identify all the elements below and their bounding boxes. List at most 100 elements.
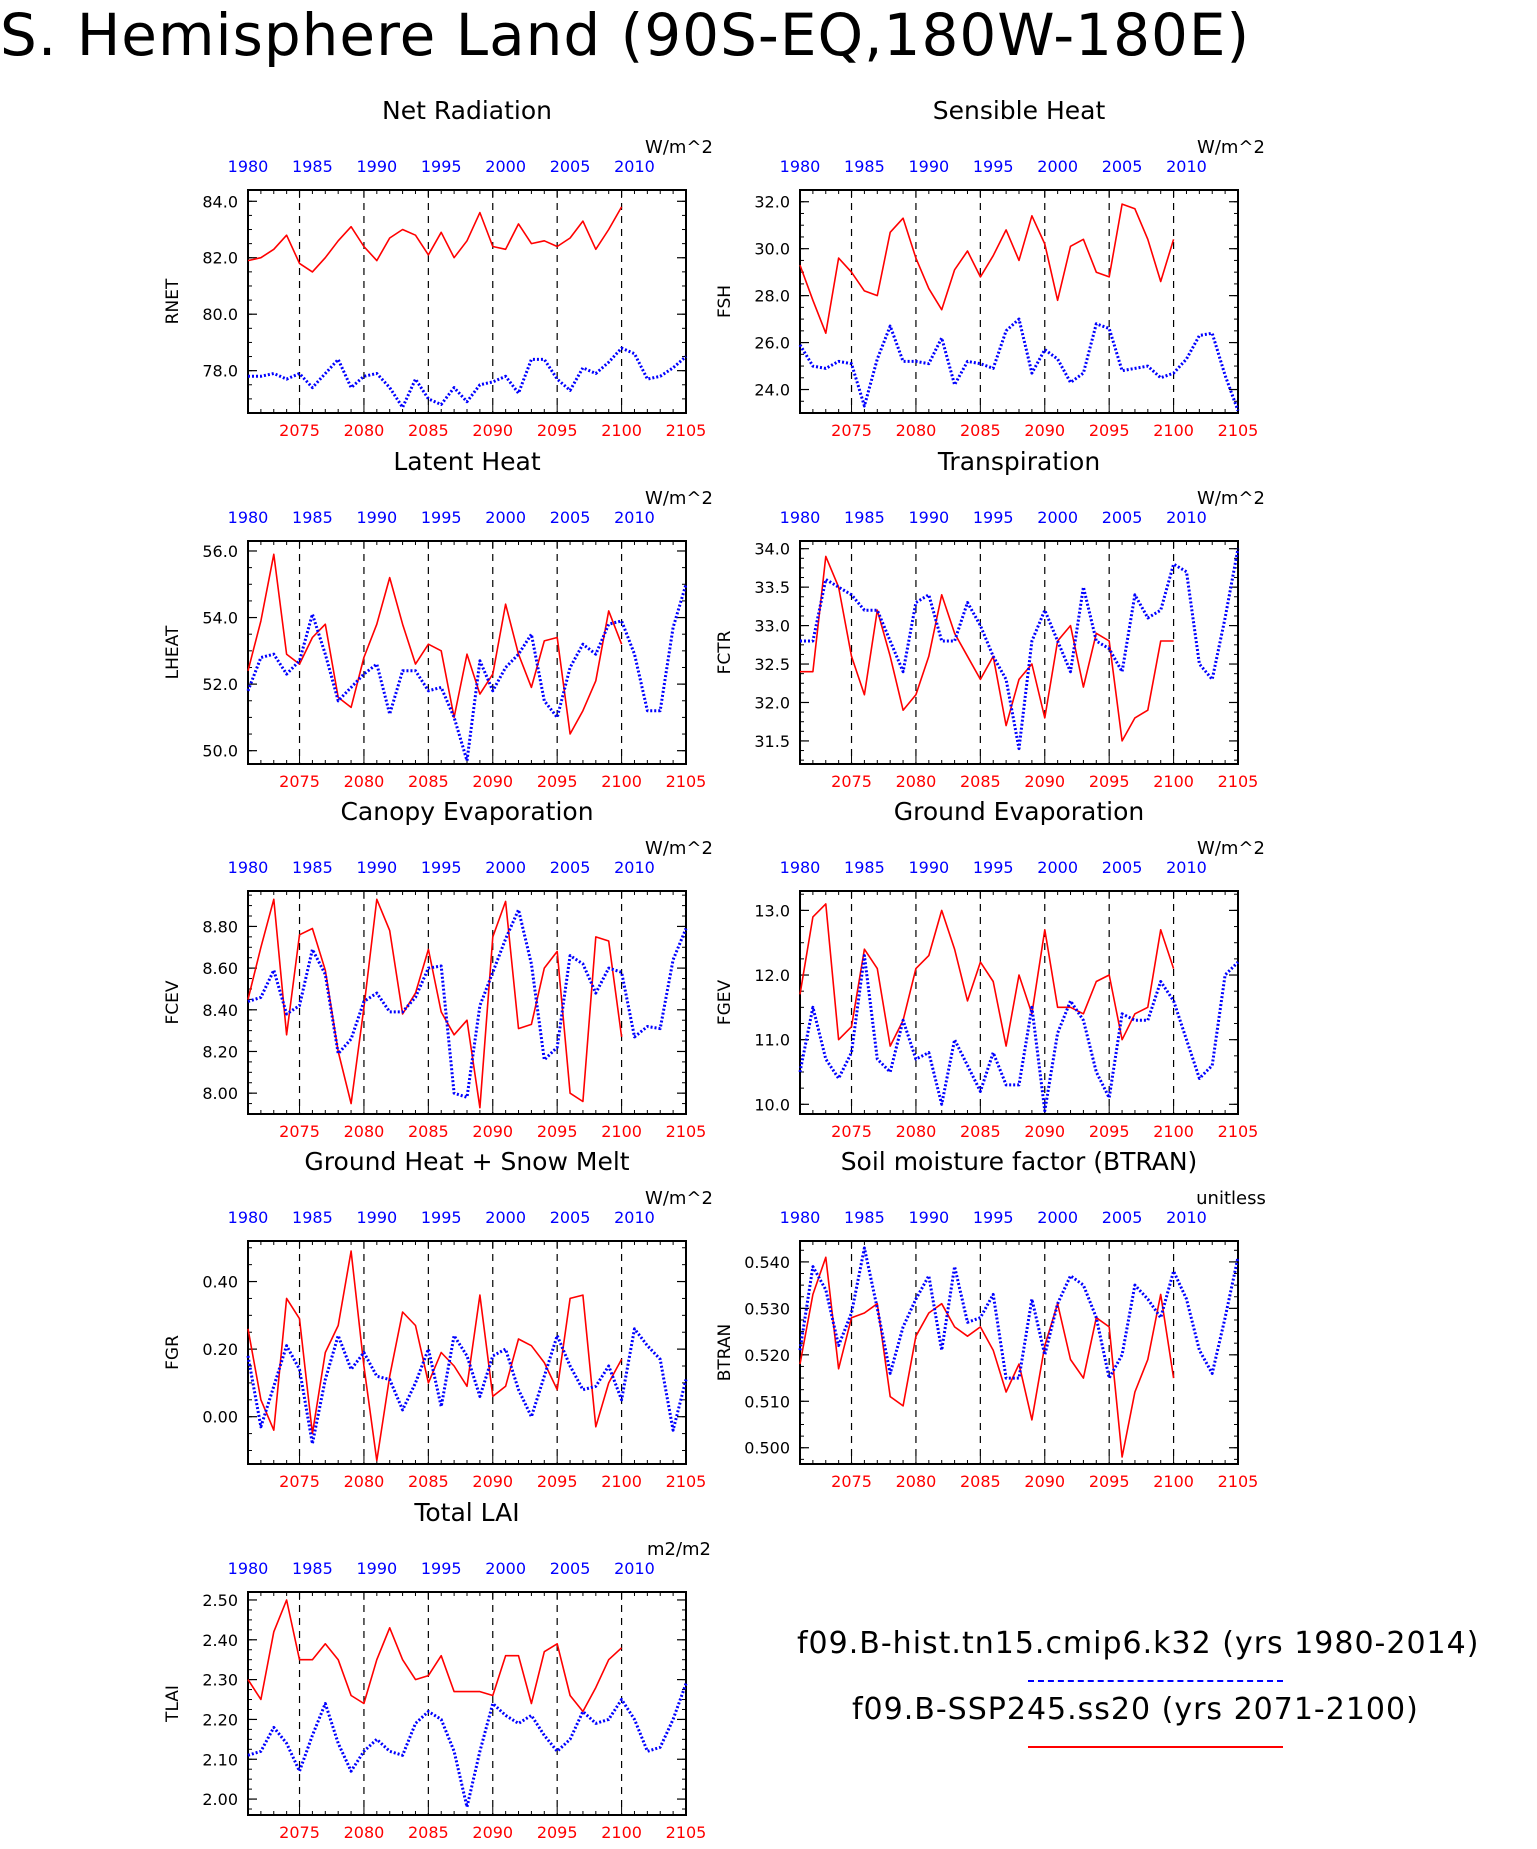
y-tick-label: 54.0 bbox=[202, 609, 238, 628]
x-tick-label-top: 2005 bbox=[550, 858, 591, 877]
series-line-ssp bbox=[799, 903, 1175, 1047]
legend-line-ssp bbox=[1028, 1746, 1283, 1748]
series-line-hist bbox=[798, 954, 1240, 1113]
y-axis-label: FCEV bbox=[163, 980, 183, 1024]
x-tick-label-bottom: 2075 bbox=[831, 772, 872, 791]
y-tick-label: 2.50 bbox=[202, 1591, 238, 1610]
x-tick-label-top: 2010 bbox=[1166, 858, 1207, 877]
x-tick-label-top: 2010 bbox=[614, 858, 655, 877]
y-tick-label: 34.0 bbox=[754, 540, 790, 559]
x-tick-label-bottom: 2080 bbox=[344, 772, 385, 791]
x-tick-label-bottom: 2085 bbox=[960, 1472, 1001, 1491]
x-tick-label-top: 2010 bbox=[1166, 157, 1207, 176]
series-line-ssp bbox=[799, 203, 1175, 335]
y-tick-label: 2.30 bbox=[202, 1671, 238, 1690]
y-tick-label: 78.0 bbox=[202, 362, 238, 381]
y-axis-label: BTRAN bbox=[715, 1324, 735, 1382]
x-tick-label-bottom: 2080 bbox=[344, 1823, 385, 1842]
panel-title: Soil moisture factor (BTRAN) bbox=[841, 1147, 1198, 1176]
x-tick-label-bottom: 2090 bbox=[1024, 1122, 1065, 1141]
y-tick-label: 0.520 bbox=[744, 1346, 790, 1365]
x-tick-label-bottom: 2090 bbox=[472, 1472, 513, 1491]
x-tick-label-top: 2000 bbox=[1037, 157, 1078, 176]
x-tick-label-top: 2010 bbox=[614, 1559, 655, 1578]
x-tick-label-bottom: 2090 bbox=[1024, 421, 1065, 440]
series-line-hist bbox=[798, 1246, 1240, 1380]
y-tick-label: 32.0 bbox=[754, 693, 790, 712]
y-tick-label: 12.0 bbox=[754, 966, 790, 985]
panel-title: Ground Evaporation bbox=[894, 797, 1144, 826]
x-tick-label-bottom: 2085 bbox=[408, 1823, 449, 1842]
x-tick-label-top: 1985 bbox=[292, 508, 333, 527]
panel-title: Total LAI bbox=[413, 1498, 519, 1527]
x-tick-label-bottom: 2105 bbox=[1218, 1472, 1259, 1491]
series-line-ssp bbox=[247, 206, 623, 273]
x-tick-label-bottom: 2080 bbox=[896, 1472, 937, 1491]
x-tick-label-bottom: 2085 bbox=[960, 421, 1001, 440]
x-tick-label-bottom: 2095 bbox=[537, 1823, 578, 1842]
y-tick-label: 8.80 bbox=[202, 917, 238, 936]
plot-frame bbox=[799, 1240, 1239, 1465]
x-tick-label-top: 1995 bbox=[973, 157, 1014, 176]
y-tick-label: 30.0 bbox=[754, 240, 790, 259]
x-tick-label-bottom: 2095 bbox=[1089, 421, 1130, 440]
units-label: W/m^2 bbox=[645, 838, 713, 859]
x-tick-label-bottom: 2080 bbox=[344, 1472, 385, 1491]
y-tick-label: 82.0 bbox=[202, 249, 238, 268]
x-tick-label-bottom: 2100 bbox=[1153, 1122, 1194, 1141]
x-tick-label-top: 1980 bbox=[780, 858, 821, 877]
series-line-ssp bbox=[800, 555, 1174, 742]
x-tick-label-top: 2000 bbox=[1037, 1208, 1078, 1227]
units-label: W/m^2 bbox=[645, 1188, 713, 1209]
x-tick-label-bottom: 2100 bbox=[601, 1472, 642, 1491]
x-tick-label-bottom: 2085 bbox=[960, 772, 1001, 791]
y-tick-label: 8.40 bbox=[202, 1001, 238, 1020]
x-tick-label-top: 2005 bbox=[550, 157, 591, 176]
x-tick-label-top: 1985 bbox=[844, 1208, 885, 1227]
x-tick-label-bottom: 2105 bbox=[666, 772, 707, 791]
x-tick-label-bottom: 2105 bbox=[666, 1823, 707, 1842]
x-tick-label-top: 1985 bbox=[844, 157, 885, 176]
x-tick-label-top: 1985 bbox=[292, 1559, 333, 1578]
x-tick-label-bottom: 2090 bbox=[1024, 1472, 1065, 1491]
y-tick-label: 0.00 bbox=[202, 1408, 238, 1427]
x-tick-label-top: 2000 bbox=[485, 1208, 526, 1227]
x-tick-label-top: 1990 bbox=[908, 1208, 949, 1227]
units-label: W/m^2 bbox=[1197, 137, 1265, 158]
x-tick-label-bottom: 2095 bbox=[537, 1122, 578, 1141]
y-tick-label: 0.540 bbox=[744, 1253, 790, 1272]
panel-title: Net Radiation bbox=[382, 96, 552, 125]
y-tick-label: 0.500 bbox=[744, 1439, 790, 1458]
x-tick-label-top: 2010 bbox=[614, 508, 655, 527]
x-tick-label-top: 2005 bbox=[550, 1559, 591, 1578]
plot-frame bbox=[247, 189, 687, 414]
series-line-hist bbox=[798, 317, 1240, 412]
x-tick-label-bottom: 2100 bbox=[601, 421, 642, 440]
plot-frame bbox=[799, 189, 1239, 414]
units-label: W/m^2 bbox=[645, 137, 713, 158]
x-tick-label-bottom: 2085 bbox=[408, 1472, 449, 1491]
panel-title: Transpiration bbox=[937, 447, 1100, 476]
y-tick-label: 13.0 bbox=[754, 901, 790, 920]
x-tick-label-top: 1995 bbox=[973, 508, 1014, 527]
y-axis-label: FSH bbox=[715, 285, 735, 318]
x-tick-label-bottom: 2105 bbox=[666, 1122, 707, 1141]
x-tick-label-bottom: 2075 bbox=[831, 1122, 872, 1141]
x-tick-label-bottom: 2095 bbox=[1089, 1122, 1130, 1141]
x-tick-label-bottom: 2085 bbox=[408, 421, 449, 440]
x-tick-label-bottom: 2080 bbox=[896, 1122, 937, 1141]
y-tick-label: 0.40 bbox=[202, 1273, 238, 1292]
x-tick-label-bottom: 2075 bbox=[831, 1472, 872, 1491]
x-tick-label-bottom: 2105 bbox=[1218, 421, 1259, 440]
y-tick-label: 33.0 bbox=[754, 617, 790, 636]
y-tick-label: 2.20 bbox=[202, 1710, 238, 1729]
x-tick-label-bottom: 2085 bbox=[960, 1122, 1001, 1141]
units-label: unitless bbox=[1196, 1188, 1266, 1209]
y-tick-label: 32.5 bbox=[754, 655, 790, 674]
x-tick-label-top: 1980 bbox=[228, 1559, 269, 1578]
series-line-hist bbox=[248, 346, 687, 409]
y-tick-label: 24.0 bbox=[754, 381, 790, 400]
y-tick-label: 28.0 bbox=[754, 287, 790, 306]
plot-frame bbox=[247, 890, 687, 1115]
y-tick-label: 80.0 bbox=[202, 305, 238, 324]
